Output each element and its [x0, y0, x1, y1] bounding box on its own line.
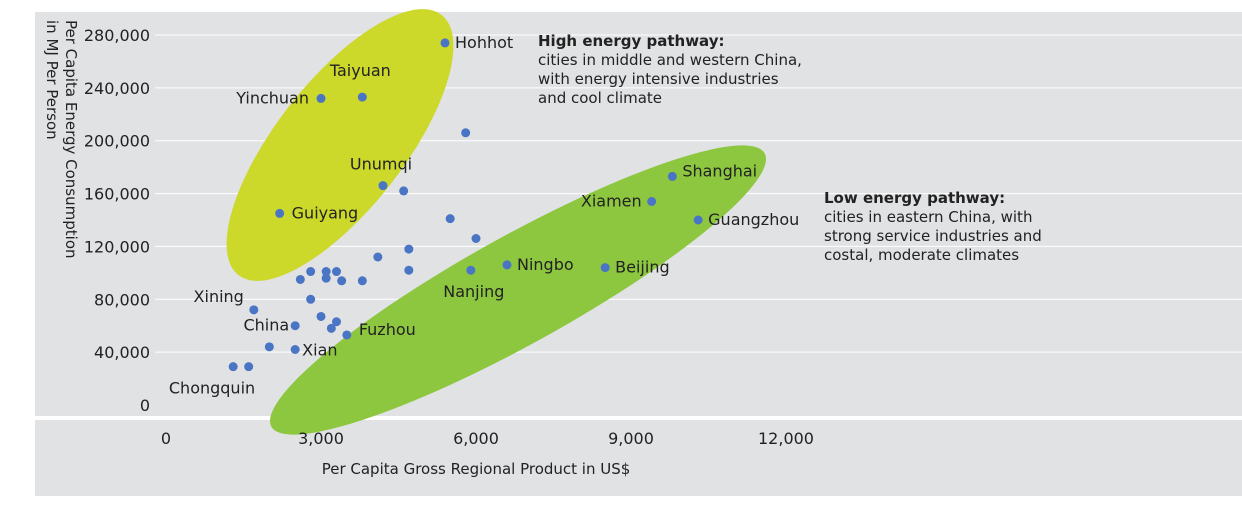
low-pathway-annotation: Low energy pathway:cities in eastern Chi…: [824, 189, 1042, 264]
data-point: [378, 181, 388, 191]
y-tick-label: 120,000: [84, 237, 150, 256]
point-label: Fuzhou: [359, 320, 416, 339]
data-point: [295, 274, 305, 284]
data-point: [404, 265, 414, 275]
data-point: [275, 208, 285, 218]
x-axis-panel: [35, 420, 1242, 496]
x-axis-title: Per Capita Gross Regional Product in US$: [322, 460, 631, 478]
data-point: [357, 276, 367, 286]
point-label: China: [243, 316, 289, 335]
data-point: [244, 362, 254, 372]
data-point: [667, 171, 677, 181]
x-tick-label: 3,000: [298, 429, 344, 448]
data-point: [466, 265, 476, 275]
point-label: Shanghai: [682, 161, 757, 180]
x-tick-label: 12,000: [758, 429, 814, 448]
data-point: [647, 197, 657, 206]
y-tick-label: 80,000: [94, 290, 150, 309]
data-point: [316, 311, 326, 321]
data-point: [321, 267, 331, 277]
data-point: [502, 260, 512, 270]
low-pathway-description-line: cities in eastern China, with: [824, 208, 1032, 226]
y-tick-label: 240,000: [84, 79, 150, 98]
y-axis-title-line-2: in MJ Per Person: [43, 20, 61, 140]
data-point: [337, 276, 347, 286]
data-point: [404, 244, 414, 254]
data-point: [290, 321, 300, 331]
data-point: [306, 267, 316, 277]
high-pathway-description-line: with energy intensive industries: [538, 70, 779, 88]
data-point: [332, 317, 341, 327]
data-point: [600, 263, 610, 273]
low-pathway-title: Low energy pathway:: [824, 189, 1005, 207]
point-label: Xian: [302, 341, 337, 360]
data-point: [316, 93, 326, 103]
data-point: [471, 234, 481, 243]
data-points: [228, 38, 703, 372]
y-axis-title-line-1: Per Capita Energy Consumption: [62, 20, 80, 259]
high-pathway-description-line: and cool climate: [538, 89, 662, 107]
x-tick-label: 0: [161, 429, 171, 448]
point-label: Ningbo: [517, 255, 574, 274]
data-point: [228, 362, 238, 372]
point-label: Nanjing: [443, 282, 504, 301]
point-label: Xiamen: [581, 192, 642, 211]
data-point: [342, 330, 352, 340]
high-pathway-description-line: cities in middle and western China,: [538, 51, 802, 69]
data-point: [373, 252, 383, 262]
data-point: [357, 92, 367, 102]
x-tick-label: 9,000: [608, 429, 654, 448]
point-label: Beijing: [615, 258, 669, 277]
point-label: Guangzhou: [708, 210, 799, 229]
low-pathway-description-line: costal, moderate climates: [824, 246, 1019, 264]
y-tick-label: 280,000: [84, 26, 150, 45]
y-tick-label: 200,000: [84, 132, 150, 151]
high-pathway-title: High energy pathway:: [538, 32, 725, 50]
data-point: [321, 273, 331, 283]
point-label: Chongquin: [169, 379, 255, 398]
high-pathway-annotation: High energy pathway:cities in middle and…: [538, 32, 802, 107]
y-tick-label: 0: [140, 396, 150, 415]
point-label: Taiyuan: [329, 61, 391, 80]
point-label: Unumqi: [350, 155, 412, 174]
data-point: [332, 267, 341, 277]
y-tick-label: 40,000: [94, 343, 150, 362]
data-point: [445, 214, 455, 224]
data-point: [290, 345, 300, 354]
x-tick-label: 6,000: [453, 429, 499, 448]
point-label: Xining: [194, 287, 244, 306]
y-tick-label: 160,000: [84, 185, 150, 204]
data-point: [461, 128, 471, 138]
data-point: [693, 215, 703, 225]
point-label: Yinchuan: [235, 88, 309, 107]
x-tick-labels: 0 3,000 6,000 9,000 12,000: [161, 429, 814, 448]
annotations: High energy pathway:cities in middle and…: [538, 32, 1042, 264]
point-labels: Hohhot Taiyuan Yinchuan Unumqi Guiyang Xining…: [169, 33, 799, 398]
data-point: [440, 38, 450, 48]
data-point: [264, 342, 274, 352]
data-point: [249, 305, 259, 315]
data-point: [399, 186, 409, 196]
low-pathway-description-line: strong service industries and: [824, 227, 1042, 245]
point-label: Guiyang: [292, 203, 359, 222]
y-tick-labels: 0 40,000 80,000 120,000 160,000 200,000 240,00…: [84, 26, 150, 415]
point-label: Hohhot: [455, 33, 513, 52]
low-energy-pathway-ellipse: [269, 145, 767, 435]
data-point: [306, 294, 316, 304]
data-point: [326, 323, 336, 333]
